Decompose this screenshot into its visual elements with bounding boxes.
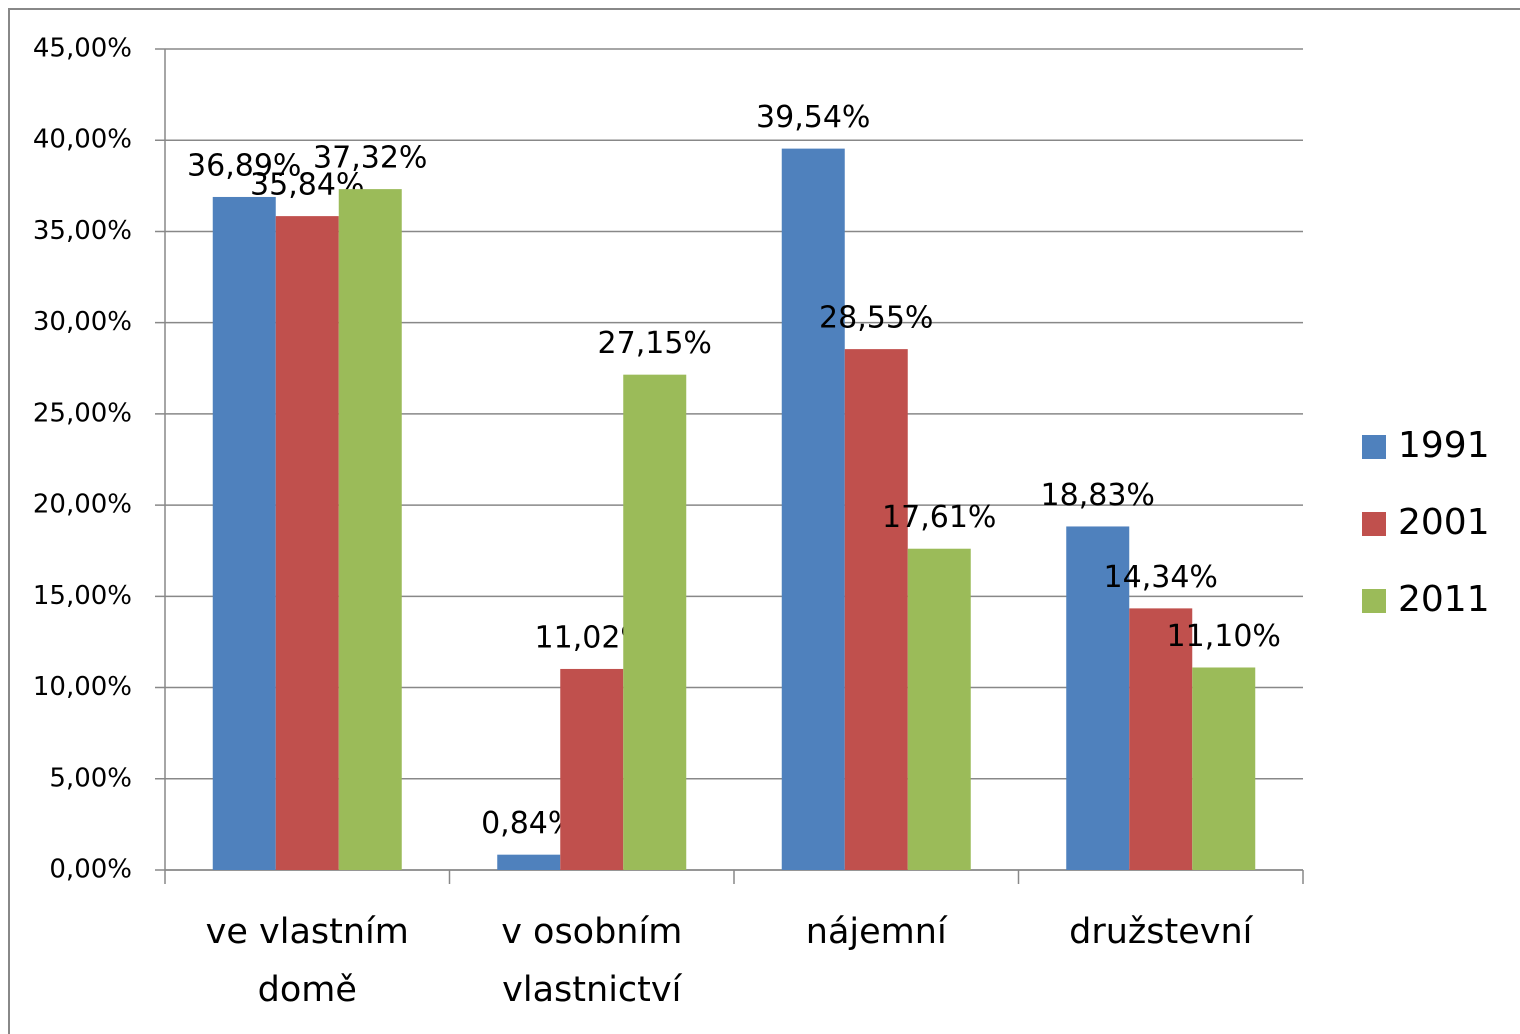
bar xyxy=(212,196,276,870)
legend-swatch xyxy=(1362,589,1386,613)
bar xyxy=(497,854,561,870)
bar xyxy=(781,148,845,870)
legend-swatch xyxy=(1362,435,1386,459)
bar xyxy=(560,668,624,870)
bar xyxy=(1066,526,1130,870)
x-tick-label: ve vlastním domě xyxy=(205,912,409,1010)
bar xyxy=(275,216,339,870)
data-label: 17,61% xyxy=(882,500,996,535)
legend-label: 2011 xyxy=(1398,579,1490,620)
data-label: 39,54% xyxy=(756,100,870,135)
y-tick-label: 20,00% xyxy=(33,490,132,520)
legend-label: 1991 xyxy=(1398,425,1490,466)
y-tick-label: 5,00% xyxy=(49,763,132,793)
y-tick-label: 25,00% xyxy=(33,398,132,428)
bar xyxy=(1192,667,1256,870)
bar xyxy=(907,548,971,870)
chart-frame xyxy=(8,8,1520,1034)
bar xyxy=(844,349,908,871)
bar xyxy=(1129,608,1193,870)
bar xyxy=(623,374,687,870)
data-label: 27,15% xyxy=(598,326,712,361)
x-tick-label: v osobním vlastnictví xyxy=(501,912,683,1010)
y-tick-label: 10,00% xyxy=(33,672,132,702)
data-label: 14,34% xyxy=(1104,560,1218,595)
y-tick-label: 0,00% xyxy=(49,855,132,885)
data-label: 37,32% xyxy=(313,141,427,176)
y-tick-label: 45,00% xyxy=(33,34,132,64)
x-tick-label: nájemní xyxy=(805,912,947,952)
y-tick-label: 40,00% xyxy=(33,125,132,155)
y-tick-label: 30,00% xyxy=(33,307,132,337)
x-tick-label: družstevní xyxy=(1069,912,1253,952)
legend-label: 2001 xyxy=(1398,502,1490,543)
y-tick-label: 15,00% xyxy=(33,581,132,611)
y-tick-label: 35,00% xyxy=(33,216,132,246)
legend-swatch xyxy=(1362,512,1386,536)
data-label: 28,55% xyxy=(819,301,933,336)
data-label: 11,10% xyxy=(1167,619,1281,654)
data-label: 36,89% xyxy=(187,148,301,183)
data-label: 18,83% xyxy=(1041,478,1155,513)
bar xyxy=(338,189,402,871)
